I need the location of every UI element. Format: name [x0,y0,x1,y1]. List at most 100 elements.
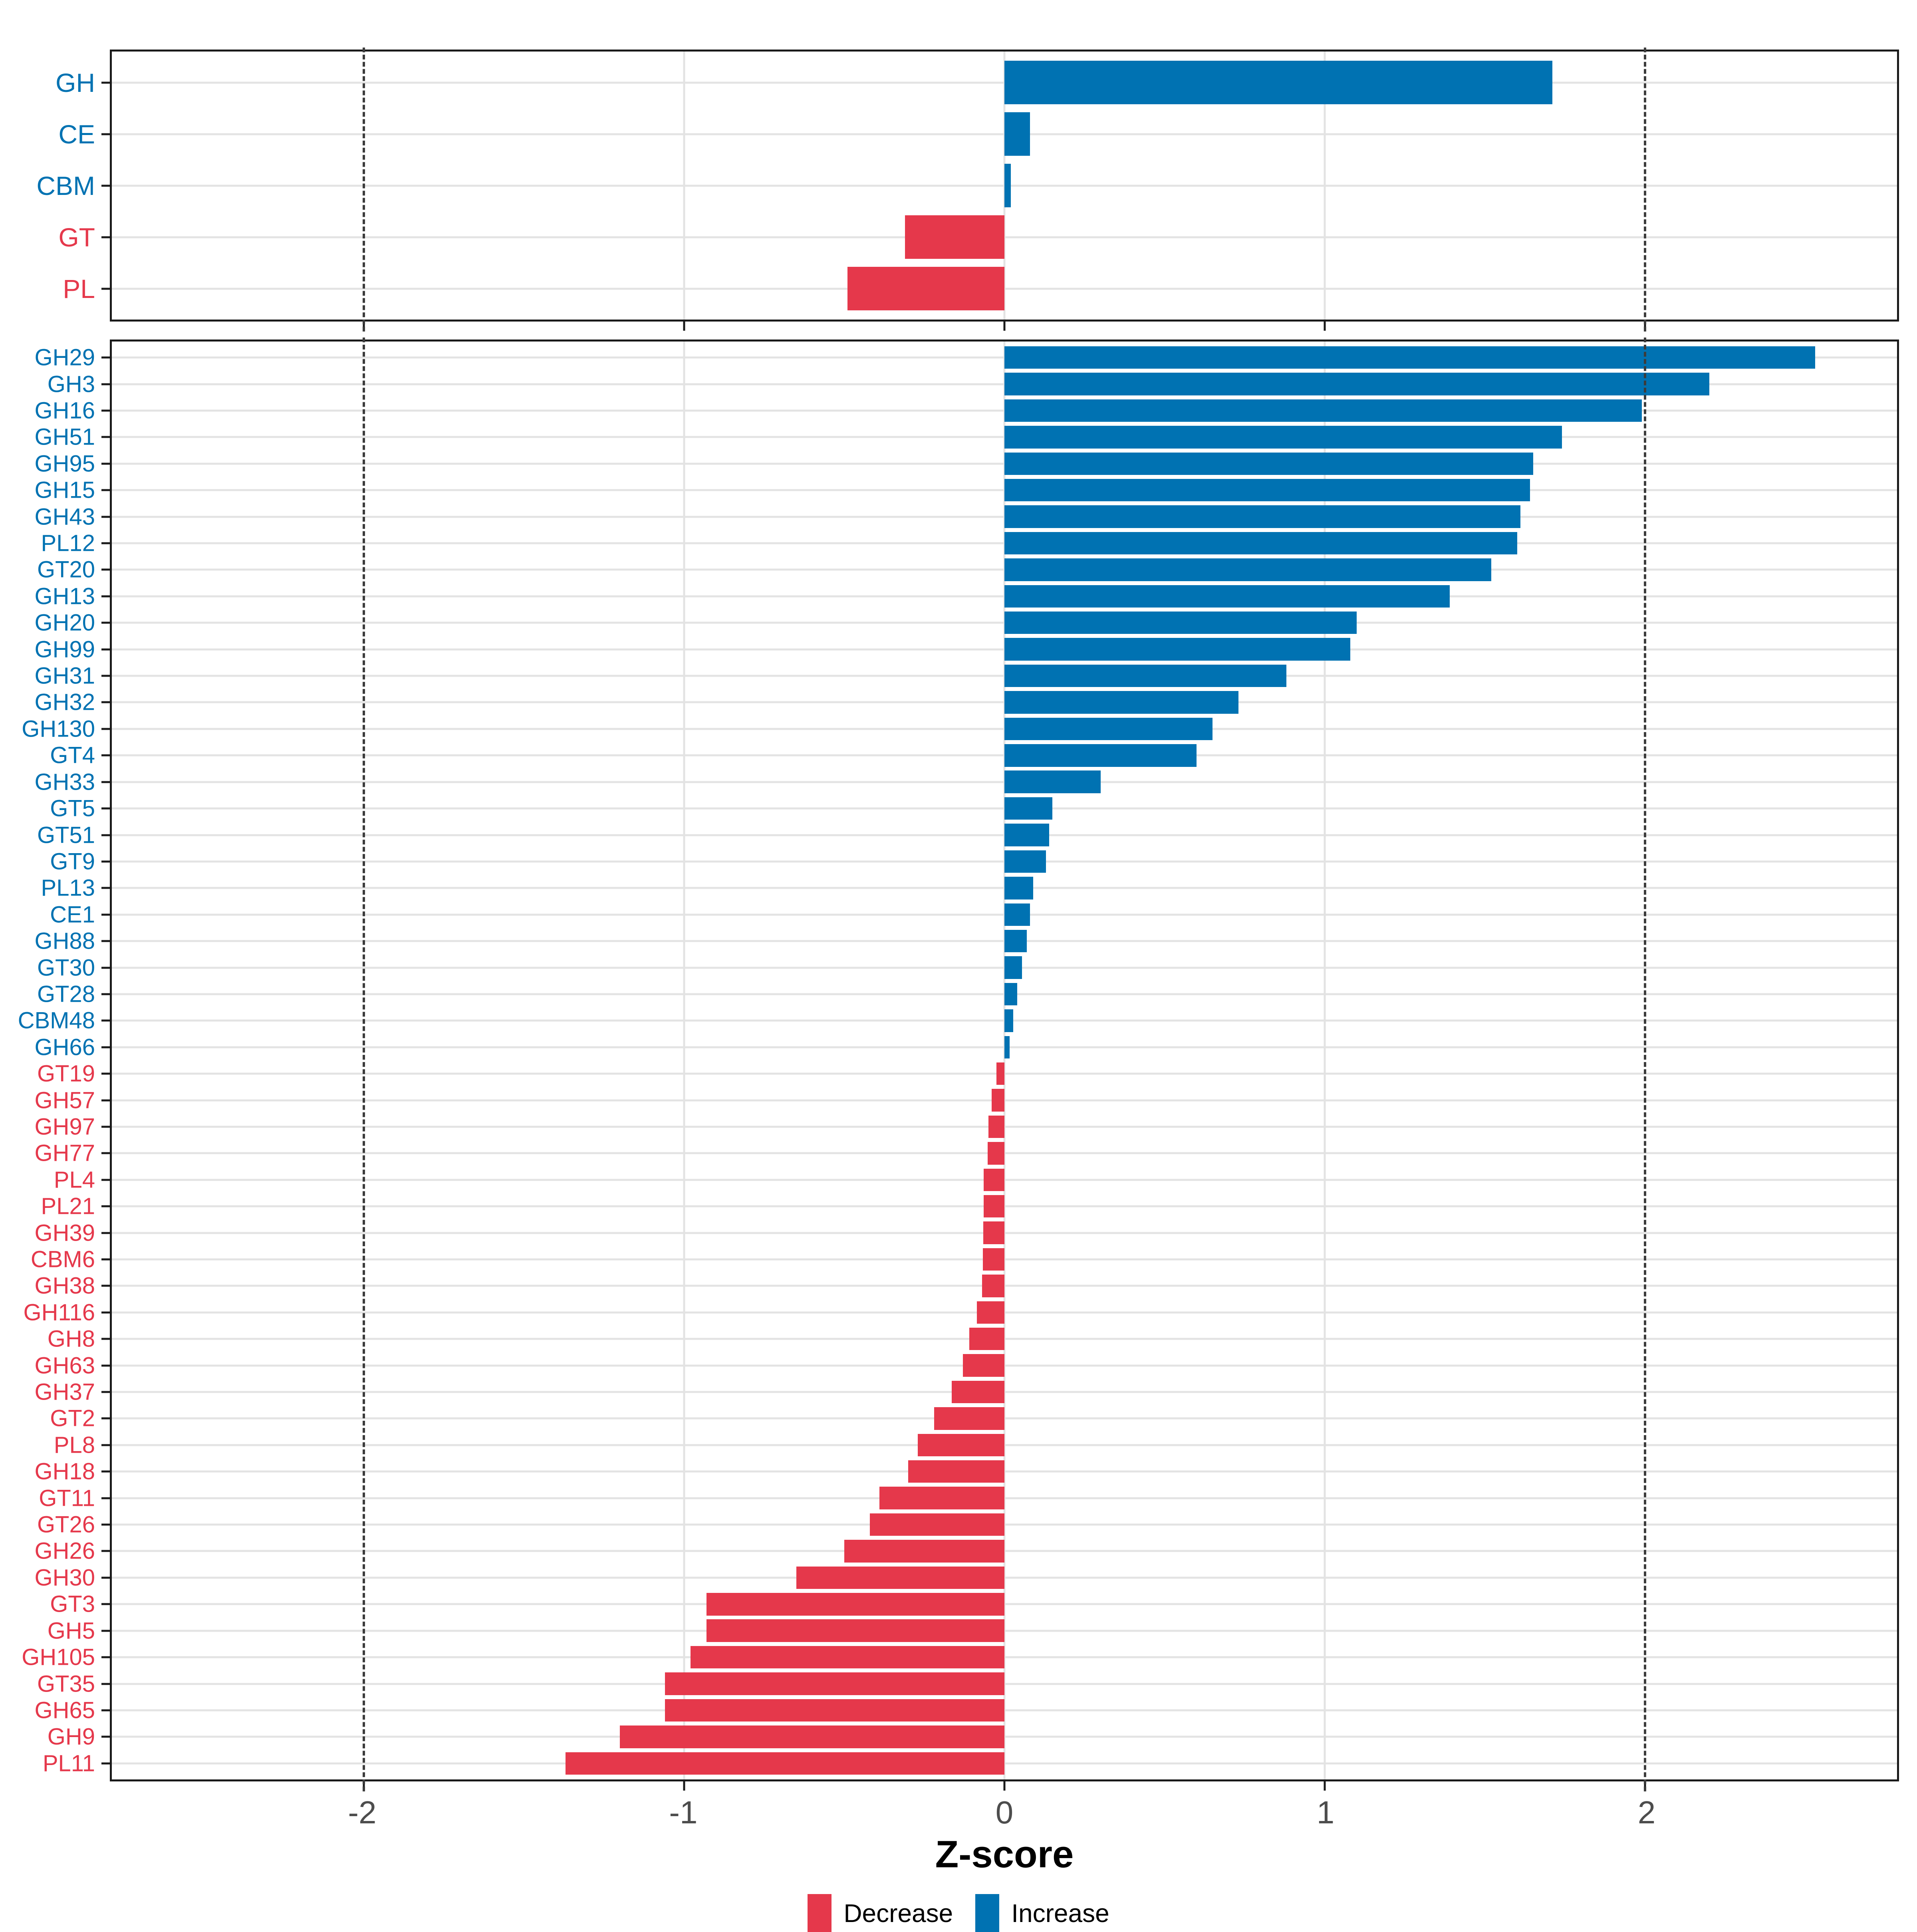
bar [665,1672,1004,1695]
legend-item-decrease: Decrease [808,1894,953,1932]
bar-row: GH16 [34,397,1897,424]
category-label: GH116 [23,1299,95,1326]
gridline [1324,342,1326,1779]
x-axis-tick [1324,1779,1326,1791]
gridline [112,1683,1897,1685]
family-rows: GH CE CBM GT PL [36,52,1897,320]
y-axis-tick [101,1152,112,1154]
y-axis-tick [101,1603,112,1605]
gridline [112,1735,1897,1738]
bar-row: GH66 [34,1034,1897,1060]
y-axis-tick [101,860,112,863]
bar [1004,929,1027,953]
bar [1004,1036,1010,1058]
category-label: GH26 [34,1538,95,1564]
category-label: CBM48 [18,1007,95,1034]
bar-row: GH37 [34,1379,1897,1405]
bar-row: CE [58,108,1897,160]
bar-row: GH116 [24,1299,1897,1326]
x-axis-tick-label: -1 [669,1795,698,1830]
y-axis-tick [101,1126,112,1128]
y-axis-tick [101,1072,112,1075]
bar-row: GH97 [34,1114,1897,1140]
x-axis-tick [363,1779,365,1791]
category-label: GH29 [34,344,95,371]
category-label: GH65 [34,1697,95,1724]
y-axis-tick [101,1232,112,1234]
gridline [112,236,1897,238]
y-axis-tick [101,728,112,730]
bar-row: GH31 [34,663,1897,689]
bar-row: PL8 [54,1432,1897,1458]
bar [983,1195,1004,1218]
bar-row: GH [56,57,1897,108]
y-axis-tick [101,1735,112,1738]
y-axis-tick [101,1285,112,1287]
y-axis-tick [101,436,112,438]
gridline [112,1072,1897,1075]
gridline [112,1205,1897,1207]
y-axis-tick [101,1364,112,1367]
bar [962,1354,1004,1377]
bar [1004,612,1357,634]
y-axis-tick [101,595,112,598]
legend-label-decrease: Decrease [843,1898,953,1928]
y-axis-tick [101,1417,112,1420]
category-label: GH16 [34,397,95,424]
bar [847,266,1004,311]
category-label: GH43 [34,504,95,530]
bar-row: GT51 [37,822,1897,848]
bar-row: GT35 [37,1670,1897,1697]
category-label: CE1 [50,901,95,928]
category-label: CE [58,119,95,149]
x-axis-tick-label: 0 [995,1795,1014,1830]
gridline [112,1656,1897,1658]
gridline [112,1179,1897,1181]
bar-row: GT9 [50,848,1897,875]
category-label: GT11 [39,1485,95,1511]
y-axis-tick [101,1709,112,1712]
gridline [112,1258,1897,1261]
category-label: GT28 [37,981,95,1007]
x-axis-tick [363,320,365,331]
y-axis-tick [101,409,112,412]
category-label: GH31 [34,663,95,689]
category-label: GH3 [47,371,95,397]
y-axis-tick [101,887,112,889]
bar-row: GH130 [22,716,1897,742]
bar [1004,505,1520,528]
category-label: GH15 [34,477,95,503]
bar-row: PL4 [54,1167,1897,1193]
category-label: GT2 [50,1405,95,1432]
family-panel: GH CE CBM GT PL [36,48,1899,332]
category-label: GH77 [34,1140,95,1166]
gridline [683,342,685,1779]
gridline [112,1550,1897,1552]
bar [1004,877,1034,899]
bar-row: GT30 [37,954,1897,981]
bar [1004,797,1053,820]
category-label: GH9 [47,1724,95,1750]
category-label: GH51 [34,424,95,450]
x-axis-tick-label: -2 [348,1795,377,1830]
x-axis-title: Z-score [935,1833,1074,1876]
y-axis-tick [101,1762,112,1765]
category-label: GH20 [34,610,95,636]
y-axis-tick [101,1391,112,1393]
bar [1004,373,1709,395]
y-axis-tick [101,1046,112,1048]
bar-row: GH13 [34,583,1897,610]
y-axis-tick [101,489,112,491]
category-label: GH37 [34,1379,95,1405]
y-axis-tick [101,1019,112,1022]
category-label: GH97 [34,1114,95,1140]
y-axis-tick [101,1099,112,1102]
gridline [112,1232,1897,1234]
bar-row: GT [58,211,1897,263]
bar [1004,691,1238,714]
decrease-swatch [808,1894,832,1932]
category-label: GT51 [37,822,95,848]
subfamily-gridlines [112,342,1897,1779]
bar [988,1142,1004,1165]
bar-row: GH43 [34,503,1897,530]
